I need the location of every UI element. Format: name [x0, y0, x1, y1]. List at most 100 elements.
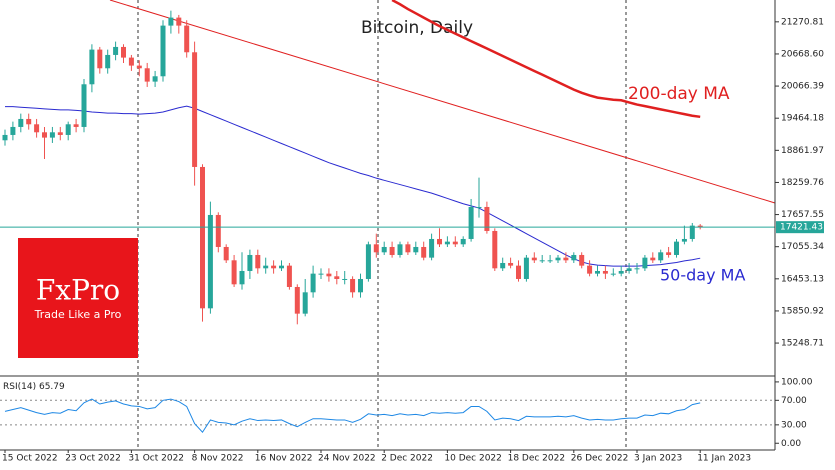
ma-label: 200-day MA [628, 84, 730, 104]
candle-body [681, 238, 687, 242]
candle-body [365, 244, 371, 279]
candle-body [429, 238, 435, 258]
candle-body [523, 257, 529, 279]
candle-body [168, 17, 174, 26]
candle-body [279, 265, 284, 269]
candle-body [207, 214, 213, 309]
candle-body [231, 260, 237, 285]
candle-body [176, 17, 182, 26]
candle-body [255, 254, 261, 269]
candle-body [389, 246, 395, 255]
candle-body [539, 260, 545, 262]
y-tick-label: 21270.81 [781, 17, 824, 27]
candle-body [286, 265, 292, 287]
candle-body [97, 49, 103, 69]
y-tick-label: 17657.55 [781, 210, 824, 220]
candle-body [500, 262, 506, 269]
candle-body [460, 238, 466, 245]
candle-body [697, 225, 703, 228]
y-tick-label: 0.00 [781, 439, 801, 449]
candle-body [413, 246, 419, 253]
candle-body [73, 124, 79, 127]
x-tick-label: 3 Jan 2023 [634, 454, 682, 464]
candle-body [350, 278, 356, 293]
candle-body [81, 84, 87, 127]
y-tick-label: 17055.34 [781, 242, 824, 252]
candle-body [136, 65, 142, 69]
candle-body [302, 292, 308, 314]
x-tick-label: 26 Dec 2022 [571, 454, 629, 464]
candle-body [42, 132, 47, 138]
candle-body [397, 244, 403, 255]
x-tick-label: 18 Dec 2022 [508, 454, 565, 464]
candle-body [358, 278, 363, 293]
candle-body [381, 246, 387, 253]
candle-body [49, 132, 55, 138]
candle-body [444, 241, 450, 245]
candle-body [421, 246, 427, 258]
candle-body [587, 265, 593, 274]
y-tick-label: 100.00 [781, 377, 813, 387]
candle-body [602, 270, 608, 274]
y-tick-label: 18259.76 [781, 178, 824, 188]
y-tick-label: 19464.18 [781, 114, 824, 124]
candle-body [484, 206, 490, 231]
rsi-title: RSI(14) 65.79 [3, 382, 65, 392]
candle-body [152, 76, 158, 82]
candle-body [184, 25, 190, 53]
candle-body [563, 257, 569, 261]
candle-body [658, 252, 664, 261]
candle-body [160, 25, 166, 77]
y-tick-label: 16453.13 [781, 274, 824, 284]
candle-body [334, 276, 340, 279]
candle-body [57, 132, 63, 135]
x-tick-label: 31 Oct 2022 [128, 454, 184, 464]
candle-body [18, 118, 24, 127]
candle-body [326, 273, 332, 277]
x-tick-label: 15 Oct 2022 [2, 454, 58, 464]
candle-body [65, 124, 71, 135]
candle-body [271, 265, 277, 269]
candle-body [452, 241, 458, 245]
rsi-last: 65.79 [39, 382, 65, 392]
candle-body [89, 49, 95, 85]
trend-line [109, 0, 776, 204]
last-price-box [776, 221, 824, 234]
candle-body [579, 254, 585, 266]
x-tick-label: 11 Jan 2023 [697, 454, 751, 464]
candle-body [223, 246, 229, 261]
candle-body [405, 244, 411, 253]
candle-body [121, 46, 126, 58]
candle-body [610, 273, 616, 275]
logo-tagline: Trade Like a Pro [34, 308, 122, 321]
candle-body [642, 257, 648, 269]
ma-line [391, 0, 701, 119]
candle-body [247, 254, 253, 271]
candle-body [531, 257, 537, 261]
x-tick-label: 16 Nov 2022 [255, 454, 313, 464]
candle-body [263, 265, 269, 269]
candle-body [618, 270, 624, 274]
candle-body [294, 286, 300, 314]
candle-body [666, 252, 672, 255]
main-plot [0, 0, 775, 325]
candle-body [310, 273, 316, 293]
candle-body [555, 257, 561, 261]
candle-body [342, 278, 348, 280]
candle-body [200, 166, 205, 309]
x-tick-label: 23 Oct 2022 [65, 454, 121, 464]
axes: RSI(14) 65.79 21270.81 20668.60 20066.39 19… [0, 0, 824, 464]
candle-body [626, 268, 632, 271]
y-tick-label: 15850.92 [781, 306, 824, 316]
rsi-plot [0, 398, 775, 434]
candle-body [373, 244, 379, 253]
y-tick-label: 18861.97 [781, 146, 824, 156]
candle-body [492, 230, 498, 269]
y-tick-label: 20066.39 [781, 82, 824, 92]
y-tick-label: 20668.60 [781, 49, 824, 59]
candle-body [2, 134, 8, 141]
x-tick-label: 24 Nov 2022 [318, 454, 376, 464]
candle-body [674, 241, 679, 255]
candle-body [105, 54, 111, 69]
